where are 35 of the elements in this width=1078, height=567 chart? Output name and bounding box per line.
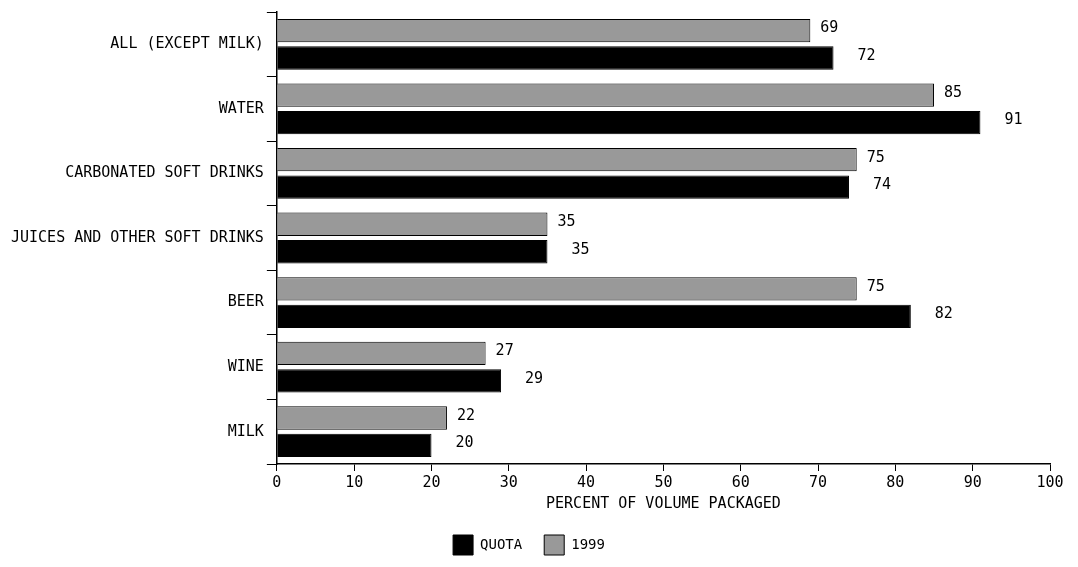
x-tick-label: 100 xyxy=(1036,472,1064,491)
x-tick-label: 70 xyxy=(809,472,828,491)
data-label: 29 xyxy=(525,368,544,387)
data-label: 85 xyxy=(944,83,963,102)
x-tick-label: 20 xyxy=(422,472,441,491)
y-tick-label: MILK xyxy=(227,421,264,440)
x-tick-label: 10 xyxy=(345,472,364,491)
x-tick-label: 30 xyxy=(499,472,518,491)
data-label: 27 xyxy=(495,341,514,360)
data-label: 75 xyxy=(866,276,885,295)
data-label: 69 xyxy=(820,18,839,37)
data-label: 72 xyxy=(857,45,876,64)
data-label: 35 xyxy=(571,239,590,258)
data-label: 75 xyxy=(866,147,885,166)
data-label: 20 xyxy=(455,433,474,452)
data-label: 35 xyxy=(557,212,576,231)
x-tick-label: 90 xyxy=(963,472,982,491)
x-tick-label: 50 xyxy=(654,472,673,491)
data-label: 74 xyxy=(872,175,892,194)
x-tick-label: 80 xyxy=(886,472,905,491)
data-label: 91 xyxy=(1004,110,1023,129)
legend-label: 1999 xyxy=(571,535,605,552)
x-tick-label: 40 xyxy=(577,472,596,491)
legend-label: QUOTA xyxy=(480,535,523,552)
data-label: 22 xyxy=(456,405,476,424)
data-label: 82 xyxy=(934,304,953,323)
y-tick-label: WATER xyxy=(218,98,265,117)
y-tick-label: CARBONATED SOFT DRINKS xyxy=(65,163,264,182)
x-axis-title: PERCENT OF VOLUME PACKAGED xyxy=(546,493,781,512)
y-tick-label: WINE xyxy=(227,357,264,376)
y-tick-label: JUICES AND OTHER SOFT DRINKS xyxy=(10,227,264,246)
y-tick-label: ALL (EXCEPT MILK) xyxy=(110,34,264,53)
x-tick-label: 60 xyxy=(731,472,750,491)
x-tick-label: 0 xyxy=(272,472,282,491)
y-tick-label: BEER xyxy=(227,292,265,311)
